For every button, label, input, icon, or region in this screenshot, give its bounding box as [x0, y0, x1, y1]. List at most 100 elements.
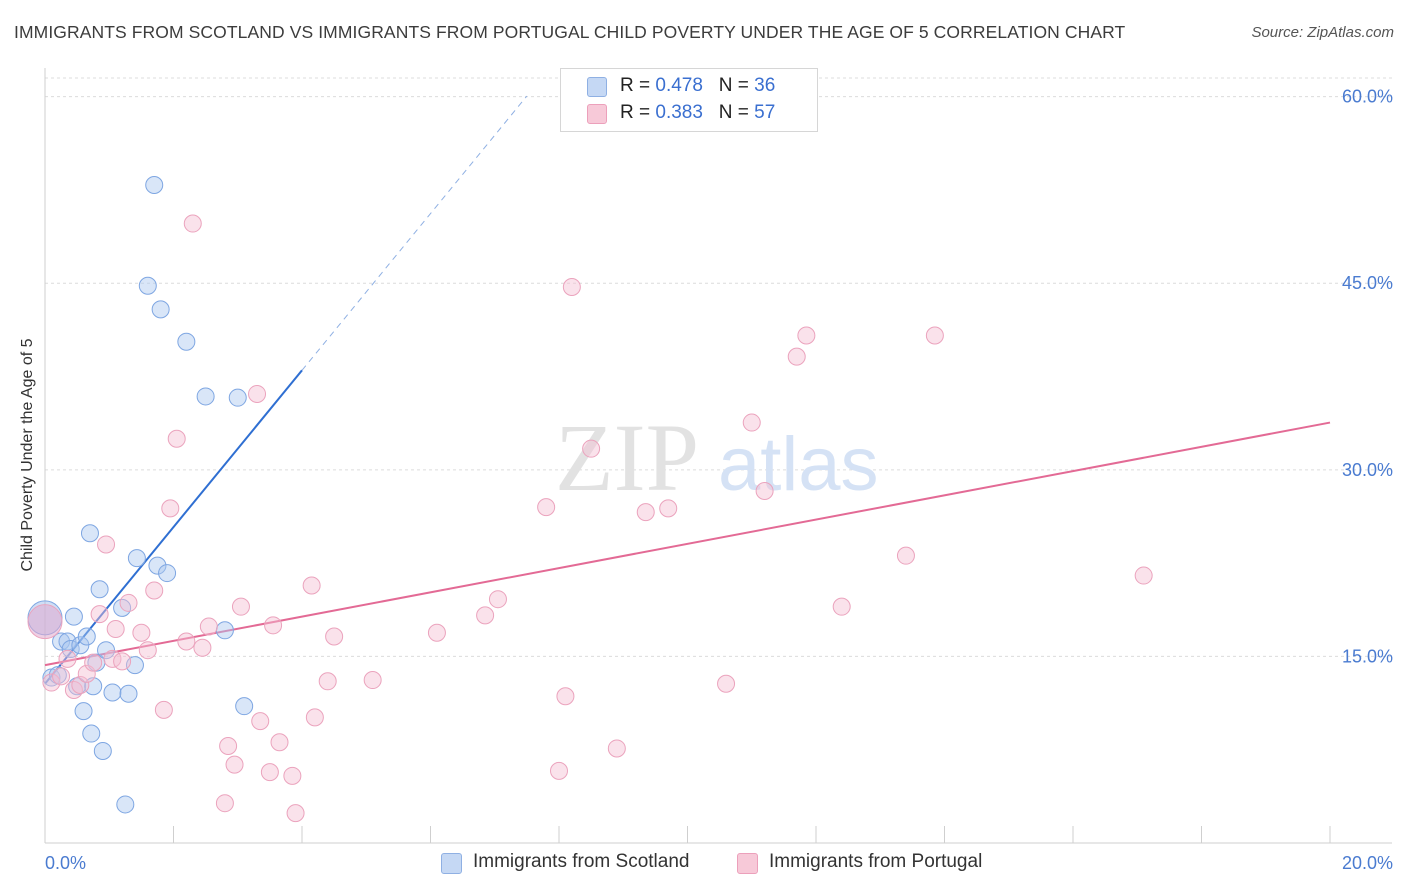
- source-label: Source: ZipAtlas.com: [1251, 24, 1394, 41]
- tick-labels: 15.0% 30.0% 45.0% 60.0% 0.0% 20.0%: [45, 87, 1393, 873]
- scotland-point: [215, 621, 234, 640]
- scotland-point: [119, 684, 138, 703]
- portugal-point: [52, 667, 71, 686]
- y-tick-label: 15.0%: [1342, 646, 1393, 666]
- portugal-point: [219, 736, 238, 755]
- portugal-point: [582, 439, 601, 458]
- legend-n-value-scotland: 36: [754, 75, 776, 96]
- portugal-point: [248, 384, 267, 403]
- portugal-point: [717, 674, 736, 693]
- scotland-point: [90, 580, 109, 599]
- axes: [44, 68, 1392, 844]
- portugal-point: [90, 605, 109, 624]
- portugal-point: [251, 712, 270, 731]
- scotland-point: [64, 607, 83, 626]
- scotland-point: [52, 632, 71, 651]
- portugal-point: [58, 649, 77, 668]
- portugal-point: [286, 804, 305, 823]
- chart-title: IMMIGRANTS FROM SCOTLAND VS IMMIGRANTS F…: [14, 22, 1126, 42]
- portugal-point: [193, 638, 212, 657]
- y-tick-label: 45.0%: [1342, 273, 1393, 293]
- portugal-point: [636, 503, 655, 522]
- portugal-point: [325, 627, 344, 646]
- portugal-point: [183, 214, 202, 233]
- scotland-point: [61, 639, 80, 658]
- portugal-point: [787, 347, 806, 366]
- bottom-legend-label-portugal: Immigrants from Portugal: [769, 851, 983, 872]
- legend-r-label: R =: [620, 102, 656, 123]
- scotland-point: [235, 697, 254, 716]
- legend-n-label: N =: [718, 102, 755, 123]
- legend-swatch-portugal: [587, 104, 607, 124]
- data-points: [27, 175, 1153, 823]
- portugal-point: [305, 708, 324, 727]
- portugal-point: [925, 326, 944, 345]
- legend-r-value-scotland: 0.478: [655, 75, 703, 96]
- portugal-point: [113, 652, 132, 671]
- portugal-point: [231, 597, 250, 616]
- watermark-zip: ZIP: [555, 404, 699, 511]
- scotland-point: [148, 556, 167, 575]
- portugal-point: [138, 641, 157, 660]
- scotland-point: [77, 627, 96, 646]
- portugal-point: [161, 499, 180, 518]
- portugal-point: [215, 794, 234, 813]
- portugal-point: [177, 632, 196, 651]
- scotland-point: [93, 741, 112, 760]
- legend-n-label: N =: [718, 75, 755, 96]
- portugal-point: [607, 739, 626, 758]
- watermark-atlas: atlas: [718, 422, 879, 507]
- gridlines: [45, 77, 1392, 657]
- portugal-point: [896, 546, 915, 565]
- portugal-point: [488, 590, 507, 609]
- portugal-point: [119, 593, 138, 612]
- scotland-point: [82, 724, 101, 743]
- portugal-point: [318, 672, 337, 691]
- portugal-point: [270, 733, 289, 752]
- watermark: ZIP atlas: [555, 404, 879, 511]
- scotland-trend-line: [44, 369, 303, 685]
- portugal-point: [84, 653, 103, 672]
- trend-lines: [44, 95, 1331, 685]
- scotland-point: [145, 175, 164, 194]
- portugal-point: [562, 277, 581, 296]
- portugal-point: [260, 763, 279, 782]
- y-tick-label: 30.0%: [1342, 460, 1393, 480]
- scotland-point: [127, 549, 146, 568]
- portugal-point: [154, 700, 173, 719]
- portugal-point: [145, 581, 164, 600]
- scotland-point: [103, 683, 122, 702]
- scotland-point: [151, 300, 170, 319]
- portugal-point: [77, 664, 96, 683]
- bottom-legend-label-scotland: Immigrants from Scotland: [473, 851, 690, 872]
- portugal-point: [832, 597, 851, 616]
- legend-r-label: R =: [620, 75, 656, 96]
- x-tick-label: 20.0%: [1342, 853, 1393, 873]
- scotland-trend-extension: [301, 95, 528, 371]
- portugal-point: [1134, 566, 1153, 585]
- scotland-point: [196, 387, 215, 406]
- portugal-point: [106, 620, 125, 639]
- stats-legend: R = 0.478 N = 36 R = 0.383 N = 57: [560, 68, 818, 132]
- bottom-legend-swatch-portugal: [737, 853, 758, 874]
- portugal-point: [199, 617, 218, 636]
- portugal-point: [363, 671, 382, 690]
- portugal-point: [132, 623, 151, 642]
- portugal-point: [302, 576, 321, 595]
- portugal-point: [427, 623, 446, 642]
- scotland-point: [158, 564, 177, 583]
- portugal-trend-line: [44, 421, 1331, 667]
- portugal-point: [283, 766, 302, 785]
- legend-swatch-scotland: [587, 77, 607, 97]
- portugal-point: [556, 687, 575, 706]
- portugal-point: [755, 481, 774, 500]
- portugal-point: [537, 498, 556, 517]
- portugal-point: [742, 413, 761, 432]
- portugal-point: [167, 429, 186, 448]
- portugal-point: [42, 673, 61, 692]
- portugal-point: [71, 676, 90, 695]
- scotland-point: [116, 795, 135, 814]
- scotland-point: [80, 524, 99, 543]
- legend-r-value-portugal: 0.383: [655, 102, 703, 123]
